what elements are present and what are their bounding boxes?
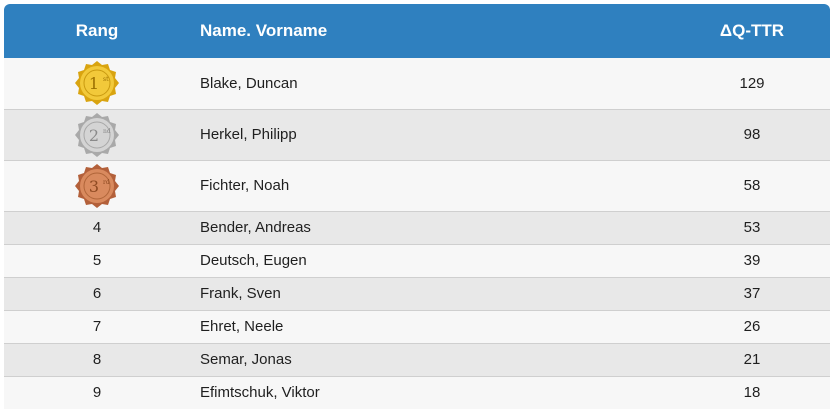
medal-number: 3: [89, 177, 99, 196]
table-header: Rang Name. Vorname ΔQ-TTR: [4, 4, 830, 58]
name-cell: Efimtschuk, Viktor: [190, 376, 674, 409]
ranking-table: Rang Name. Vorname ΔQ-TTR 1 s: [4, 4, 830, 409]
medal-number: 2: [89, 126, 99, 145]
gold-medal-icon: 1 st: [72, 60, 122, 106]
table-row: 4 Bender, Andreas 53: [4, 211, 830, 245]
rank-cell: 4: [4, 211, 190, 245]
medal-suffix: nd: [103, 128, 111, 135]
table-row: 2 nd Herkel, Philipp 98: [4, 109, 830, 161]
rank-cell: 5: [4, 244, 190, 278]
name-cell: Frank, Sven: [190, 277, 674, 311]
medal-number: 1: [89, 74, 99, 93]
rank-cell: 6: [4, 277, 190, 311]
table-row: 7 Ehret, Neele 26: [4, 310, 830, 344]
table-row: 1 st Blake, Duncan 129: [4, 58, 830, 110]
name-cell: Bender, Andreas: [190, 211, 674, 245]
name-cell: Blake, Duncan: [190, 58, 674, 110]
ranking-table-container: Rang Name. Vorname ΔQ-TTR 1 s: [4, 4, 830, 409]
table-row: 6 Frank, Sven 37: [4, 277, 830, 311]
name-cell: Fichter, Noah: [190, 160, 674, 212]
name-column-header[interactable]: Name. Vorname: [200, 21, 328, 40]
name-cell: Deutsch, Eugen: [190, 244, 674, 278]
value-cell: 39: [674, 244, 830, 278]
value-cell: 18: [674, 376, 830, 409]
rank-cell: 8: [4, 343, 190, 377]
delta-qttr-column-header[interactable]: ΔQ-TTR: [719, 21, 785, 40]
rank-cell: 1 st: [4, 58, 190, 110]
table-body: 1 st Blake, Duncan 129: [4, 58, 830, 409]
value-cell: 21: [674, 343, 830, 377]
rank-cell: 7: [4, 310, 190, 344]
value-cell: 98: [674, 109, 830, 161]
value-cell: 58: [674, 160, 830, 212]
table-row: 5 Deutsch, Eugen 39: [4, 244, 830, 278]
rank-cell: 2 nd: [4, 109, 190, 161]
table-row: 9 Efimtschuk, Viktor 18: [4, 376, 830, 409]
header-row: Rang Name. Vorname ΔQ-TTR: [4, 4, 830, 58]
medal-suffix: rd: [103, 179, 110, 186]
name-cell: Semar, Jonas: [190, 343, 674, 377]
table-row: 3 rd Fichter, Noah 58: [4, 160, 830, 212]
rank-column-header[interactable]: Rang: [75, 21, 119, 40]
silver-medal-icon: 2 nd: [72, 112, 122, 158]
value-cell: 26: [674, 310, 830, 344]
rank-cell: 9: [4, 376, 190, 409]
bronze-medal-icon: 3 rd: [72, 163, 122, 209]
value-cell: 37: [674, 277, 830, 311]
table-row: 8 Semar, Jonas 21: [4, 343, 830, 377]
name-cell: Herkel, Philipp: [190, 109, 674, 161]
name-cell: Ehret, Neele: [190, 310, 674, 344]
rank-cell: 3 rd: [4, 160, 190, 212]
value-cell: 129: [674, 58, 830, 110]
medal-suffix: st: [103, 76, 109, 83]
value-cell: 53: [674, 211, 830, 245]
